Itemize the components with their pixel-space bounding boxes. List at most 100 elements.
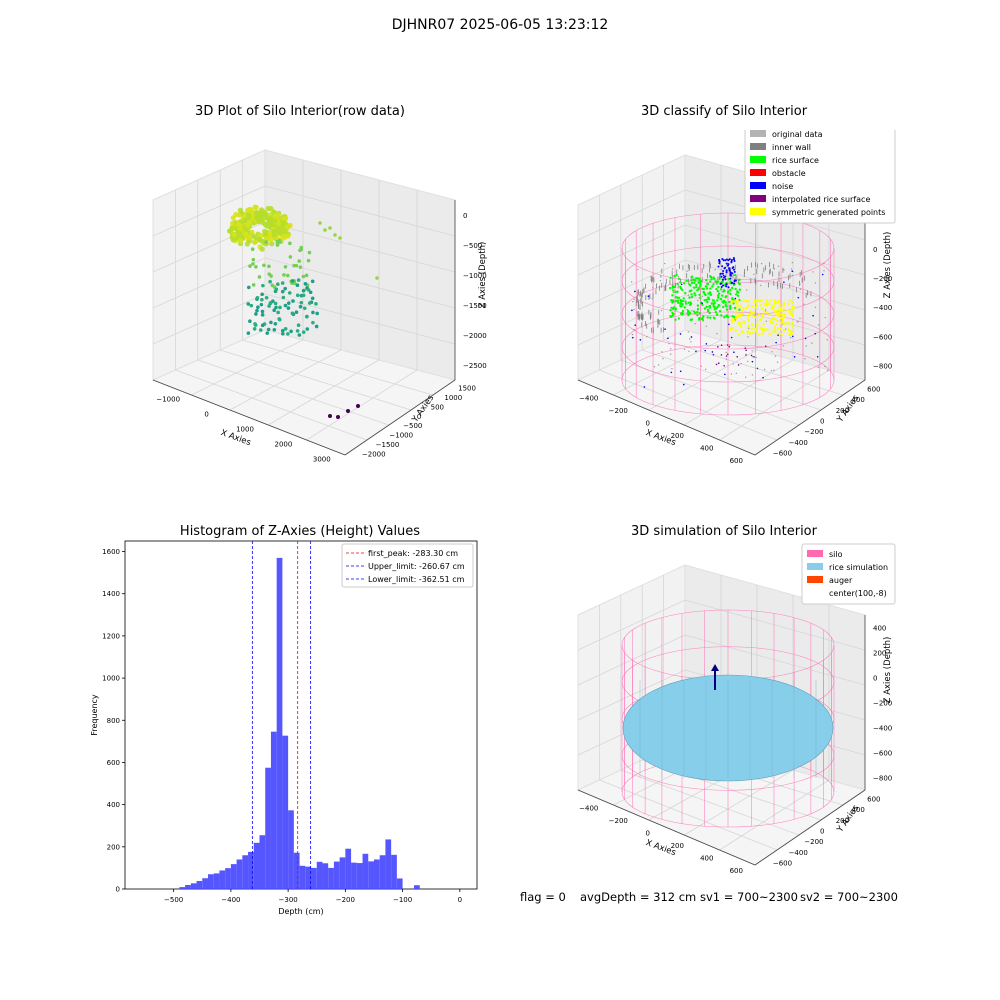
symmetric-point (792, 306, 795, 310)
rice-surface-point (688, 311, 691, 314)
noise-point (730, 261, 733, 264)
data-point-fringe (275, 243, 280, 247)
rice-surface-point (684, 300, 687, 303)
noise-point (797, 296, 800, 299)
data-point-mid (259, 302, 264, 307)
grid-line (152, 185, 456, 237)
data-point-surface (236, 212, 242, 218)
original-data-point (660, 276, 662, 278)
rice-surface-point (687, 313, 690, 317)
rice-surface-point (693, 292, 696, 295)
noise-point (733, 268, 736, 271)
y-tick-label: 1200 (102, 632, 120, 640)
interpolated-point (717, 362, 720, 364)
symmetric-point (757, 333, 761, 336)
rice-surface-point (704, 293, 707, 297)
rice-surface-point (716, 289, 720, 293)
rice-surface-point (728, 304, 732, 307)
original-data-point (646, 335, 648, 338)
histogram-bar (259, 835, 266, 889)
symmetric-point (761, 332, 764, 335)
symmetric-point (771, 321, 774, 325)
data-point-mid (302, 306, 307, 311)
histogram-bar (288, 810, 294, 889)
data-point-mid (260, 297, 264, 302)
grid-line (306, 369, 418, 441)
rice-surface-point (736, 294, 740, 298)
data-point-surface (268, 206, 274, 212)
symmetric-point (786, 321, 789, 324)
symmetric-point (754, 330, 758, 333)
rice-surface-point (707, 292, 710, 295)
rice-surface-point (681, 288, 684, 292)
rice-surface-point (711, 285, 714, 288)
symmetric-point (756, 299, 759, 302)
original-data-point (725, 265, 728, 267)
data-point-surface (262, 231, 269, 237)
symmetric-point (736, 305, 739, 309)
rice-surface-point (701, 303, 704, 306)
interpolated-point (756, 367, 759, 370)
symmetric-point (782, 302, 786, 306)
symmetric-point (765, 299, 768, 302)
symmetric-point (761, 313, 764, 317)
noise-point (731, 272, 734, 275)
noise-point (733, 270, 736, 273)
original-data-point (799, 317, 801, 320)
original-data-point (652, 286, 654, 289)
rice-surface-point (677, 317, 681, 320)
symmetric-point (747, 314, 750, 318)
rice-surface-point (706, 316, 709, 319)
symmetric-point (782, 304, 785, 307)
symmetric-point (740, 330, 744, 333)
noise-point (729, 277, 732, 280)
data-point-fringe (307, 250, 312, 255)
histogram-legend-entry: Upper_limit: -260.67 cm (368, 562, 465, 571)
symmetric-point (750, 305, 754, 308)
x-tick-label: 400 (700, 444, 713, 452)
histogram-title: Histogram of Z-Axies (Height) Values (179, 524, 421, 539)
classify-legend-swatch (750, 182, 766, 189)
grid-line (152, 257, 456, 309)
original-data-point (701, 295, 704, 298)
histogram-frame (124, 540, 478, 890)
grid-line (648, 349, 758, 411)
original-data-point (765, 320, 768, 322)
noise-point (751, 360, 754, 363)
data-point-surface (258, 207, 265, 213)
histogram-bar (414, 885, 420, 889)
rice-surface-point (713, 301, 716, 305)
original-data-point (716, 283, 718, 286)
x-tick-label: 600 (730, 867, 743, 875)
rice-surface-point (676, 282, 679, 286)
data-point-surface (252, 204, 258, 210)
data-point-mid (286, 301, 291, 305)
rice-surface-point (730, 297, 734, 300)
data-point-fringe (262, 263, 266, 268)
data-point-mid (283, 303, 288, 308)
noise-point (729, 273, 732, 276)
rice-surface-point (703, 298, 707, 302)
original-data-point (705, 325, 708, 328)
original-data-point (755, 356, 757, 359)
rice-surface-point (727, 278, 730, 281)
data-point-mid (249, 303, 254, 308)
interpolated-point (744, 347, 747, 349)
symmetric-point (791, 315, 794, 318)
histogram-bar (248, 851, 254, 889)
data-point-surface (285, 233, 291, 239)
data-point-mid (255, 308, 259, 313)
data-point-mid (301, 330, 306, 334)
noise-point (720, 282, 723, 285)
data-point-surface (264, 236, 271, 242)
rice-surface-point (705, 305, 708, 309)
rice-surface-point (723, 284, 726, 287)
data-point-fringe (298, 265, 303, 269)
noise-point (680, 283, 683, 286)
original-data-point (823, 270, 825, 272)
rice-surface-point (679, 280, 682, 284)
data-point-surface (245, 212, 252, 218)
noise-point (783, 281, 785, 283)
symmetric-point (755, 326, 759, 329)
original-data-point (812, 271, 814, 273)
